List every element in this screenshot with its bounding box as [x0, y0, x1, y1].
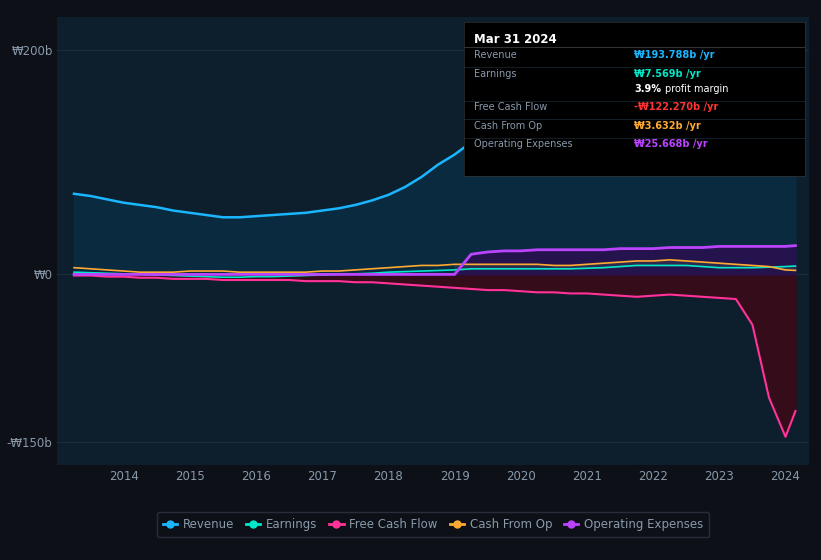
- Text: Revenue: Revenue: [474, 50, 517, 60]
- Text: Earnings: Earnings: [474, 68, 516, 78]
- Text: ₩25.668b /yr: ₩25.668b /yr: [635, 139, 708, 150]
- Text: ₩7.569b /yr: ₩7.569b /yr: [635, 68, 701, 78]
- Text: ₩193.788b /yr: ₩193.788b /yr: [635, 50, 715, 60]
- Text: Free Cash Flow: Free Cash Flow: [474, 102, 548, 113]
- Text: -₩122.270b /yr: -₩122.270b /yr: [635, 102, 718, 113]
- Text: Cash From Op: Cash From Op: [474, 121, 543, 131]
- Text: Mar 31 2024: Mar 31 2024: [474, 33, 557, 46]
- Text: Operating Expenses: Operating Expenses: [474, 139, 573, 150]
- Text: ₩3.632b /yr: ₩3.632b /yr: [635, 121, 701, 131]
- Text: 3.9%: 3.9%: [635, 84, 661, 94]
- Legend: Revenue, Earnings, Free Cash Flow, Cash From Op, Operating Expenses: Revenue, Earnings, Free Cash Flow, Cash …: [157, 512, 709, 537]
- Text: profit margin: profit margin: [665, 84, 728, 94]
